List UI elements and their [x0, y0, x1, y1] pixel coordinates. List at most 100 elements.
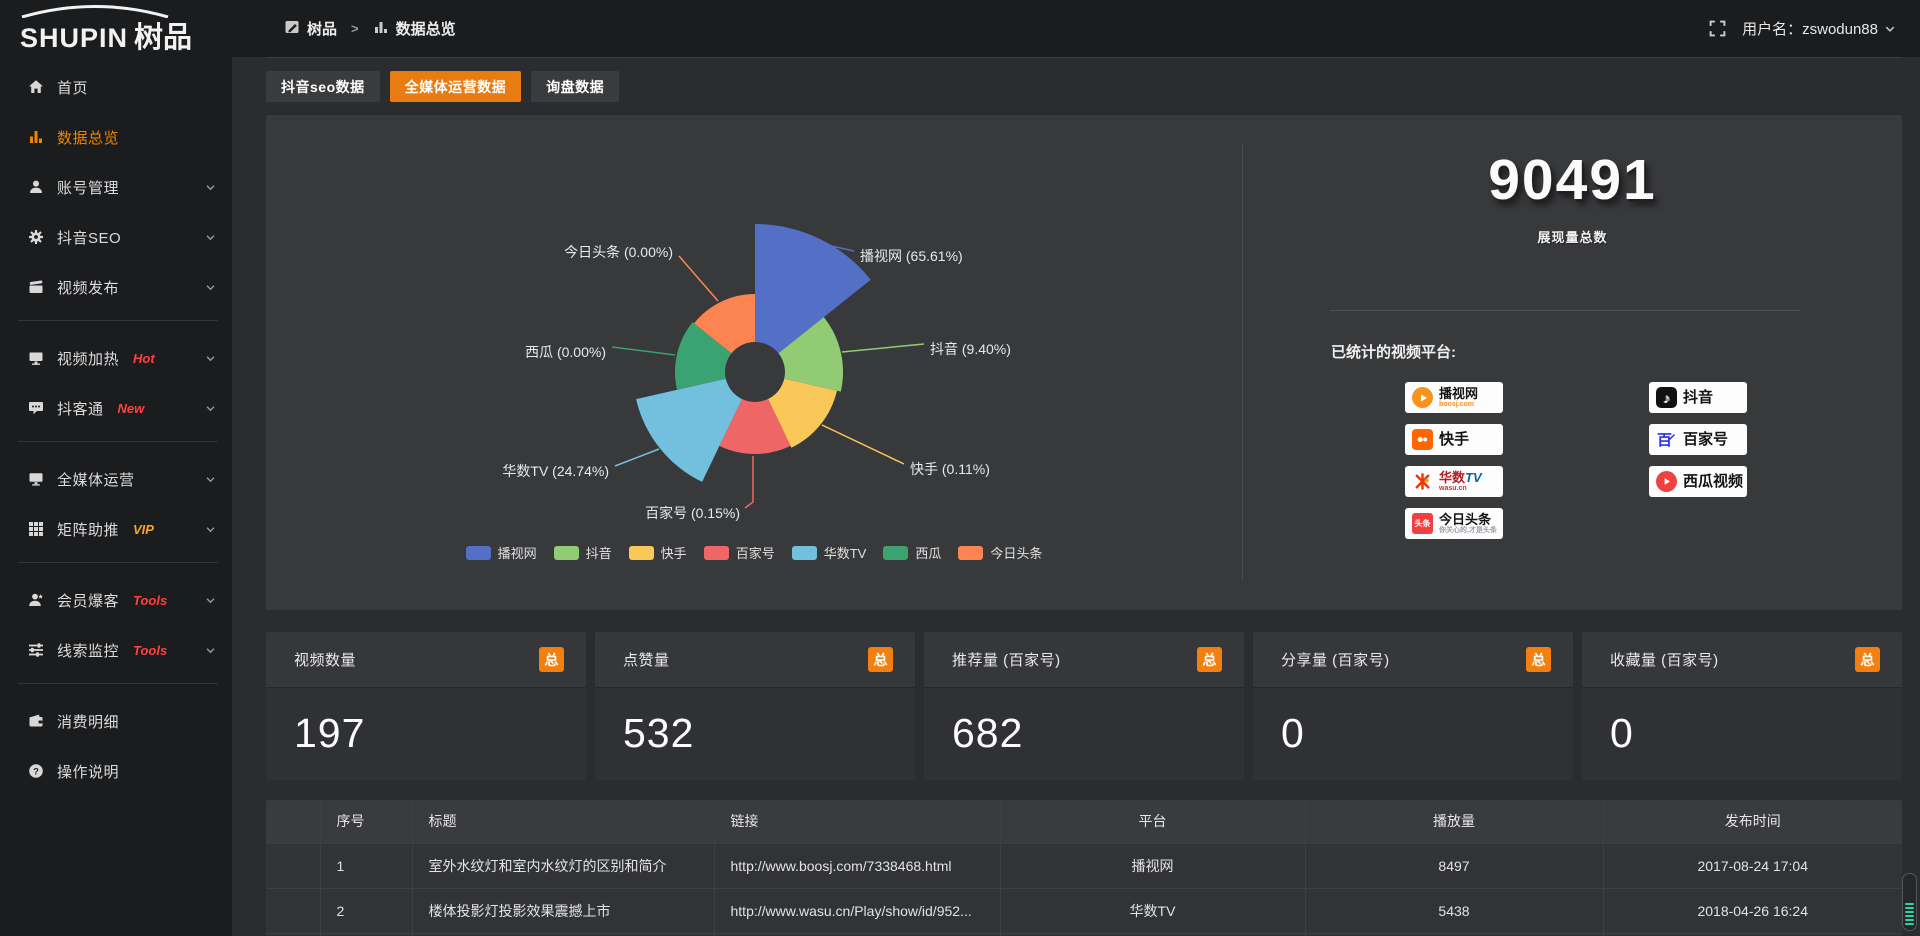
chevron-down-icon	[205, 645, 216, 656]
stat-card-收藏量 (百家号): 收藏量 (百家号) 总 0	[1582, 632, 1902, 780]
rose-pie-chart[interactable]: 播视网 (65.61%) 抖音 (9.40%) 快手 (0.11%) 百家号 (0.1…	[266, 115, 1242, 610]
chevron-down-icon	[205, 353, 216, 364]
stat-card-header: 分享量 (百家号) 总	[1253, 632, 1573, 688]
sidebar-item-视频发布[interactable]: 视频发布	[0, 262, 232, 312]
platform-badge-快手: 快手	[1405, 424, 1503, 455]
sidebar-item-账号管理[interactable]: 账号管理	[0, 162, 232, 212]
legend-item-播视网[interactable]: 播视网	[465, 543, 537, 562]
platform-name: 快手	[1439, 430, 1470, 448]
pie-slice-西瓜[interactable]	[675, 322, 732, 390]
pie-slice-快手[interactable]	[768, 378, 837, 448]
cell-platform: 播视网	[1000, 843, 1306, 889]
topbar: 树品 > 数据总览 用户名：zswodun88	[232, 0, 1920, 57]
chevron-down-icon	[205, 403, 216, 414]
tab-抖音seo数据[interactable]: 抖音seo数据	[266, 71, 380, 102]
chevron-down-icon	[1885, 26, 1895, 32]
sidebar-item-首页[interactable]: 首页	[0, 62, 232, 112]
sidebar-item-label: 操作说明	[57, 763, 120, 781]
chevron-down-icon	[205, 182, 216, 193]
sidebar-item-视频加热[interactable]: 视频加热 Hot	[0, 333, 232, 383]
sidebar-item-label: 全媒体运营	[57, 471, 135, 489]
legend-item-西瓜[interactable]: 西瓜	[883, 543, 941, 562]
cell-url-link[interactable]: http://www.wasu.cn/Play/show/id/952...	[714, 888, 1001, 934]
legend-swatch	[703, 545, 729, 560]
legend-swatch	[791, 545, 817, 560]
sidebar-item-tag: VIP	[133, 521, 154, 537]
cell-url-link[interactable]: http://www.boosj.com/7338468.html	[714, 843, 1001, 889]
legend-swatch	[958, 545, 984, 560]
sidebar-item-全媒体运营[interactable]: 全媒体运营	[0, 454, 232, 504]
pie-slice-华数TV[interactable]	[636, 378, 742, 482]
pie-slice-播视网[interactable]	[755, 224, 871, 354]
column-header-平台: 平台	[1000, 800, 1306, 844]
barchart-icon	[373, 19, 389, 39]
pie-slice-抖音[interactable]	[778, 317, 844, 392]
sidebar-item-label: 会员爆客	[57, 592, 120, 610]
sidebar-item-消费明细[interactable]: 消费明细	[0, 696, 232, 746]
platform-sub: boosj.com	[1439, 400, 1475, 408]
cell-title-link[interactable]: 室外水纹灯和室内水纹灯的区别和简介	[412, 843, 715, 889]
sidebar-item-抖音SEO[interactable]: 抖音SEO	[0, 212, 232, 262]
stat-card-value: 0	[1281, 710, 1305, 756]
sidebar-item-数据总览[interactable]: 数据总览	[0, 112, 232, 162]
chevron-down-icon	[205, 474, 216, 485]
sidebar-item-会员爆客[interactable]: 会员爆客 Tools	[0, 575, 232, 625]
sliders-icon	[28, 642, 44, 658]
baijiahao-logo-icon: 百	[1656, 429, 1677, 450]
sidebar-item-矩阵助推[interactable]: 矩阵助推 VIP	[0, 504, 232, 554]
sidebar-item-label: 消费明细	[57, 713, 120, 731]
sidebar-item-操作说明[interactable]: ? 操作说明	[0, 746, 232, 796]
home-icon	[28, 79, 44, 95]
chart-icon	[28, 129, 44, 145]
tab-全媒体运营数据[interactable]: 全媒体运营数据	[389, 71, 522, 102]
tab-询盘数据[interactable]: 询盘数据	[531, 71, 620, 102]
chevron-down-icon	[205, 595, 216, 606]
legend-item-快手[interactable]: 快手	[628, 543, 687, 562]
pie-label-line	[678, 255, 719, 302]
cell-title-link[interactable]: 楼体投影灯投影效果震撼上市	[412, 888, 715, 934]
video-table-panel: 序号 标题 链接 平台 播放量 发布时间 1 室外水纹灯和室内水纹灯的区别和简介 http…	[266, 800, 1902, 936]
pie-slice-今日头条[interactable]	[694, 294, 755, 354]
floating-scroll-widget[interactable]	[1902, 873, 1917, 931]
cell-time: 2018-04-26 16:24	[1603, 888, 1902, 934]
breadcrumb-separator: >	[351, 21, 359, 36]
sidebar-divider	[18, 683, 218, 684]
pie-chart-area: 播视网 (65.61%) 抖音 (9.40%) 快手 (0.11%) 百家号 (0.1…	[266, 115, 1242, 610]
breadcrumb-label: 树品	[307, 21, 338, 38]
total-badge: 总	[1526, 647, 1551, 672]
stat-card-点赞量: 点赞量 总 532	[595, 632, 915, 780]
sidebar-item-tag: Tools	[133, 642, 168, 658]
pie-label-line	[614, 448, 660, 467]
pie-label-华数TV: 华数TV (24.74%)	[502, 463, 609, 479]
legend-item-百家号[interactable]: 百家号	[703, 543, 775, 562]
summary-area: 90491 展现量总数 已统计的视频平台: 播视网 boosj.com 快手 华数TV…	[1243, 115, 1902, 610]
legend-item-今日头条[interactable]: 今日头条	[958, 543, 1042, 562]
user-menu[interactable]: 用户名：zswodun88	[1742, 18, 1896, 39]
column-header-标题: 标题	[412, 800, 715, 844]
column-header-序号: 序号	[320, 800, 413, 844]
legend-item-华数TV[interactable]: 华数TV	[791, 543, 866, 562]
platform-badge-播视网: 播视网 boosj.com	[1405, 382, 1503, 413]
platform-badge-今日头条: 头条 今日头条 你关心的,才是头条	[1405, 508, 1503, 539]
total-impressions-value: 90491	[1488, 148, 1657, 212]
legend-swatch	[553, 545, 579, 560]
chevron-down-icon	[205, 232, 216, 243]
xigua-logo-icon	[1656, 471, 1677, 492]
pie-slice-百家号[interactable]	[719, 399, 791, 455]
breadcrumb-item-home[interactable]: 树品	[284, 18, 337, 39]
stat-card-title: 点赞量	[623, 652, 670, 669]
sidebar-item-抖客通[interactable]: 抖客通 New	[0, 383, 232, 433]
breadcrumb-item-current[interactable]: 数据总览	[373, 18, 456, 39]
table-row-partial	[266, 933, 1902, 936]
pie-label-line	[611, 346, 676, 356]
cell-time: 2017-08-24 17:04	[1603, 843, 1902, 889]
sidebar-item-label: 数据总览	[57, 129, 120, 147]
sidebar-item-label: 矩阵助推	[57, 521, 120, 539]
fullscreen-icon[interactable]	[1709, 20, 1726, 37]
stat-card-推荐量 (百家号): 推荐量 (百家号) 总 682	[924, 632, 1244, 780]
legend-item-抖音[interactable]: 抖音	[553, 543, 612, 562]
table-row: 1 室外水纹灯和室内水纹灯的区别和简介 http://www.boosj.com…	[266, 843, 1902, 889]
sidebar-item-线索监控[interactable]: 线索监控 Tools	[0, 625, 232, 675]
topbar-right: 用户名：zswodun88	[1709, 18, 1896, 39]
column-header-发布时间: 发布时间	[1603, 800, 1902, 844]
